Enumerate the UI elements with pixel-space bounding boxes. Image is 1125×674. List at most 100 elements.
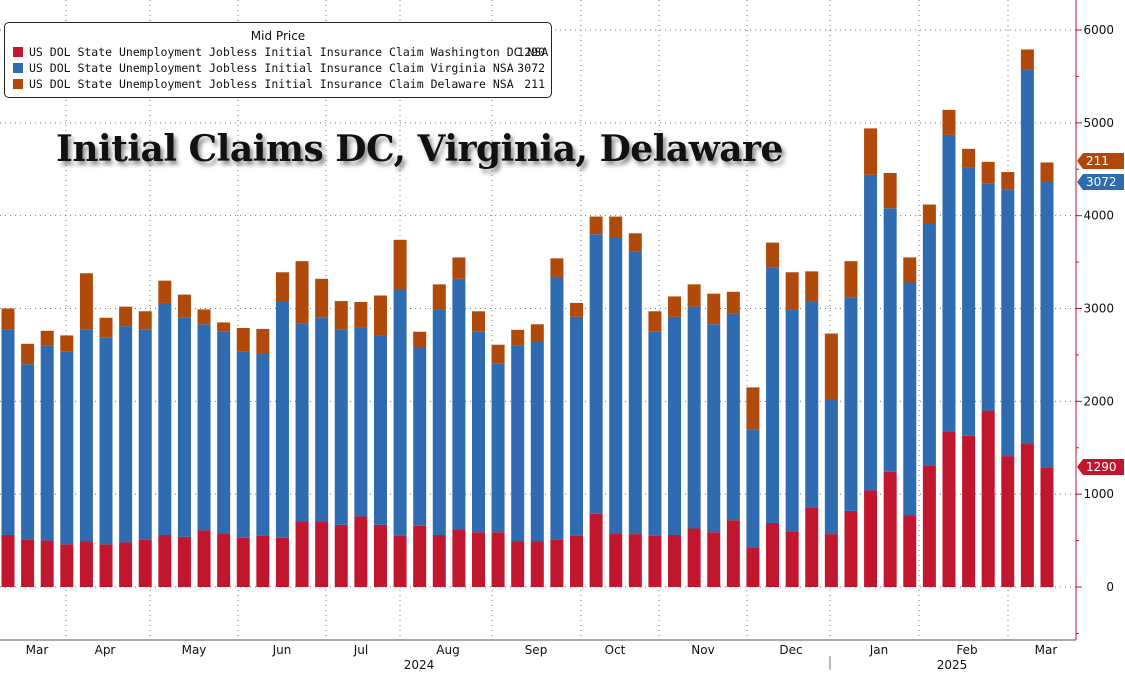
bar-s1-49 (962, 167, 976, 436)
bar-s2-12 (236, 328, 250, 352)
bar-s2-6 (119, 306, 133, 327)
bar-s0-49 (962, 435, 976, 587)
legend-value-delaware: 211 (524, 77, 545, 91)
bar-s2-22 (432, 284, 446, 310)
bar-s2-27 (530, 324, 544, 341)
bar-s1-3 (60, 351, 74, 545)
y-tick-label-2000: 2000 (1083, 394, 1114, 408)
x-tick-label-8: Nov (691, 643, 714, 657)
end-label-bg-s2 (1077, 153, 1124, 169)
bar-s0-41 (805, 507, 819, 587)
bar-s0-3 (60, 544, 74, 587)
bar-s2-0 (1, 308, 15, 330)
legend-swatch-dc (13, 47, 23, 57)
bar-s0-44 (864, 490, 878, 587)
legend-item-virginia: US DOL State Unemployment Jobless Initia… (5, 60, 551, 76)
bar-s0-14 (275, 537, 289, 587)
bar-s0-24 (471, 532, 485, 587)
legend-item-delaware: US DOL State Unemployment Jobless Initia… (5, 76, 551, 92)
bar-s1-2 (40, 345, 54, 541)
bar-s2-34 (668, 296, 682, 317)
bar-s1-43 (844, 297, 858, 511)
bar-s0-23 (452, 529, 466, 587)
bar-s2-53 (1040, 162, 1054, 183)
bar-s1-53 (1040, 182, 1054, 468)
bar-s2-39 (766, 242, 780, 268)
bar-s2-16 (315, 278, 329, 318)
bar-s1-41 (805, 301, 819, 508)
bar-s1-16 (315, 317, 329, 523)
bar-s0-42 (824, 534, 838, 587)
bar-s0-53 (1040, 467, 1054, 587)
legend-item-dc: US DOL State Unemployment Jobless Initia… (5, 44, 551, 60)
bar-s0-19 (373, 524, 387, 587)
bar-s0-4 (79, 541, 93, 587)
bar-s2-10 (197, 309, 211, 325)
bar-s2-2 (40, 330, 54, 346)
legend-title: Mid Price (250, 29, 306, 43)
bar-s2-41 (805, 271, 819, 302)
bar-s0-47 (922, 465, 936, 587)
bar-s2-4 (79, 273, 93, 330)
bar-s2-17 (334, 301, 348, 330)
bar-s2-47 (922, 204, 936, 225)
y-tick-label-3000: 3000 (1083, 302, 1114, 316)
x-tick-label-4: Jul (353, 643, 368, 657)
x-tick-label-6: Sep (525, 643, 548, 657)
end-label-bg-s1 (1077, 174, 1124, 190)
bar-s1-14 (275, 302, 289, 538)
x-tick-label-10: Jan (869, 643, 889, 657)
y-tick-label-1000: 1000 (1083, 487, 1114, 501)
end-label-s0: 1290 (1077, 459, 1124, 475)
bar-s2-20 (393, 239, 407, 289)
bar-s2-36 (707, 293, 721, 325)
x-tick-label-0: Mar (26, 643, 49, 657)
x-tick-label-7: Oct (605, 643, 626, 657)
bar-s2-40 (785, 272, 799, 310)
bar-s2-5 (99, 317, 113, 338)
bar-s1-8 (158, 302, 172, 536)
legend-label-dc: US DOL State Unemployment Jobless Initia… (29, 45, 549, 59)
bar-s1-27 (530, 340, 544, 542)
legend-swatch-delaware (13, 79, 23, 89)
bar-s2-38 (746, 387, 760, 430)
bar-s2-23 (452, 257, 466, 279)
bar-s2-26 (511, 329, 525, 346)
bar-s1-6 (119, 326, 133, 543)
bar-s2-31 (609, 216, 623, 238)
bar-s2-7 (138, 311, 152, 330)
bar-s2-49 (962, 148, 976, 168)
bar-s1-22 (432, 309, 446, 536)
bar-s0-2 (40, 540, 54, 587)
bar-s0-12 (236, 537, 250, 587)
x-tick-label-5: Aug (436, 643, 459, 657)
bar-s0-25 (491, 532, 505, 587)
bar-s1-51 (1001, 189, 1015, 457)
bar-s2-48 (942, 109, 956, 135)
bar-s2-51 (1001, 172, 1015, 190)
bar-s0-20 (393, 535, 407, 587)
bar-s0-6 (119, 542, 133, 587)
bar-s1-17 (334, 329, 348, 525)
bar-s0-31 (609, 533, 623, 587)
bar-s2-50 (981, 161, 995, 184)
bar-s0-38 (746, 548, 760, 587)
bar-s1-44 (864, 174, 878, 491)
bar-s1-50 (981, 183, 995, 411)
bar-s2-37 (726, 291, 740, 314)
y-tick-label-5000: 5000 (1083, 116, 1114, 130)
bar-s0-16 (315, 522, 329, 587)
bar-s0-1 (21, 539, 35, 587)
bar-s2-32 (628, 233, 642, 252)
bar-s1-40 (785, 309, 799, 532)
bar-s0-39 (766, 522, 780, 587)
end-label-s1: 3072 (1077, 174, 1124, 190)
bar-s0-22 (432, 535, 446, 587)
bar-s2-11 (217, 322, 231, 332)
end-label-text-s1: 3072 (1086, 175, 1117, 189)
bar-s1-48 (942, 134, 956, 432)
bar-s2-46 (903, 257, 917, 283)
bar-s0-32 (628, 534, 642, 587)
